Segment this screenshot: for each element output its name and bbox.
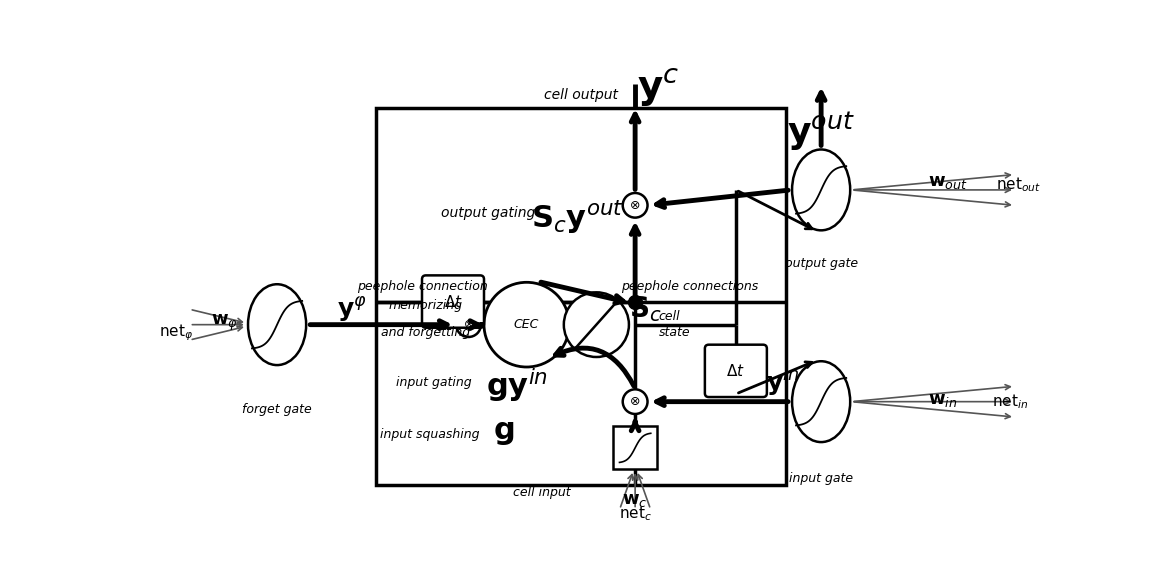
- Text: $\mathbf{w}_c$: $\mathbf{w}_c$: [623, 491, 647, 509]
- Text: peephole connection: peephole connection: [357, 280, 488, 293]
- Text: CEC: CEC: [513, 318, 539, 331]
- Text: cell output: cell output: [544, 88, 618, 102]
- Text: net$_\varphi$: net$_\varphi$: [160, 322, 194, 343]
- Circle shape: [623, 389, 647, 414]
- Text: forget gate: forget gate: [242, 403, 311, 416]
- Text: $\mathbf{w}_{in}$: $\mathbf{w}_{in}$: [928, 391, 958, 409]
- Circle shape: [484, 282, 569, 367]
- Text: output gating: output gating: [441, 206, 535, 220]
- Text: $\otimes$: $\otimes$: [630, 199, 640, 212]
- Text: $\mathbf{w}_{out}$: $\mathbf{w}_{out}$: [928, 173, 968, 191]
- Circle shape: [623, 193, 647, 218]
- Text: net$_{out}$: net$_{out}$: [995, 175, 1041, 194]
- Text: input squashing: input squashing: [380, 428, 479, 441]
- Text: and forgetting: and forgetting: [382, 326, 470, 339]
- Text: cell: cell: [658, 310, 680, 323]
- Text: input gating: input gating: [396, 376, 471, 389]
- Text: $\mathbf{y}^\varphi$: $\mathbf{y}^\varphi$: [336, 295, 367, 324]
- Text: memorizing: memorizing: [389, 299, 463, 312]
- FancyBboxPatch shape: [705, 345, 767, 397]
- Text: $\otimes$: $\otimes$: [463, 318, 475, 331]
- Text: net$_{in}$: net$_{in}$: [992, 392, 1028, 411]
- Text: $\mathbf{y}^c$: $\mathbf{y}^c$: [637, 66, 679, 109]
- Text: $\mathbf{w}_\varphi$: $\mathbf{w}_\varphi$: [210, 313, 237, 333]
- Text: $\otimes$: $\otimes$: [630, 395, 640, 408]
- Text: cell input: cell input: [513, 486, 571, 499]
- Text: input gate: input gate: [790, 472, 853, 485]
- Ellipse shape: [792, 361, 851, 442]
- Text: $\Delta t$: $\Delta t$: [443, 293, 463, 309]
- Text: $\mathbf{g}$: $\mathbf{g}$: [492, 418, 513, 447]
- Text: peephole connections: peephole connections: [620, 280, 758, 293]
- Text: $\mathbf{S}_c$: $\mathbf{S}_c$: [629, 295, 662, 324]
- Text: $\mathbf{y}^{in}$: $\mathbf{y}^{in}$: [766, 366, 799, 399]
- Text: $\mathbf{y}^{out}$: $\mathbf{y}^{out}$: [787, 111, 855, 153]
- Bar: [613, 426, 657, 469]
- Text: state: state: [658, 326, 690, 339]
- Ellipse shape: [792, 149, 851, 230]
- Text: $\mathbf{S}_c\mathbf{y}^{out}$: $\mathbf{S}_c\mathbf{y}^{out}$: [531, 198, 623, 236]
- Circle shape: [456, 312, 481, 337]
- Circle shape: [564, 292, 629, 357]
- FancyBboxPatch shape: [422, 275, 484, 328]
- Text: $\Delta t$: $\Delta t$: [726, 363, 745, 379]
- Text: output gate: output gate: [785, 256, 858, 269]
- Text: net$_c$: net$_c$: [619, 505, 652, 523]
- Ellipse shape: [248, 284, 307, 365]
- Text: $\mathbf{g}\mathbf{y}^{in}$: $\mathbf{g}\mathbf{y}^{in}$: [486, 366, 549, 404]
- Bar: [376, 108, 786, 485]
